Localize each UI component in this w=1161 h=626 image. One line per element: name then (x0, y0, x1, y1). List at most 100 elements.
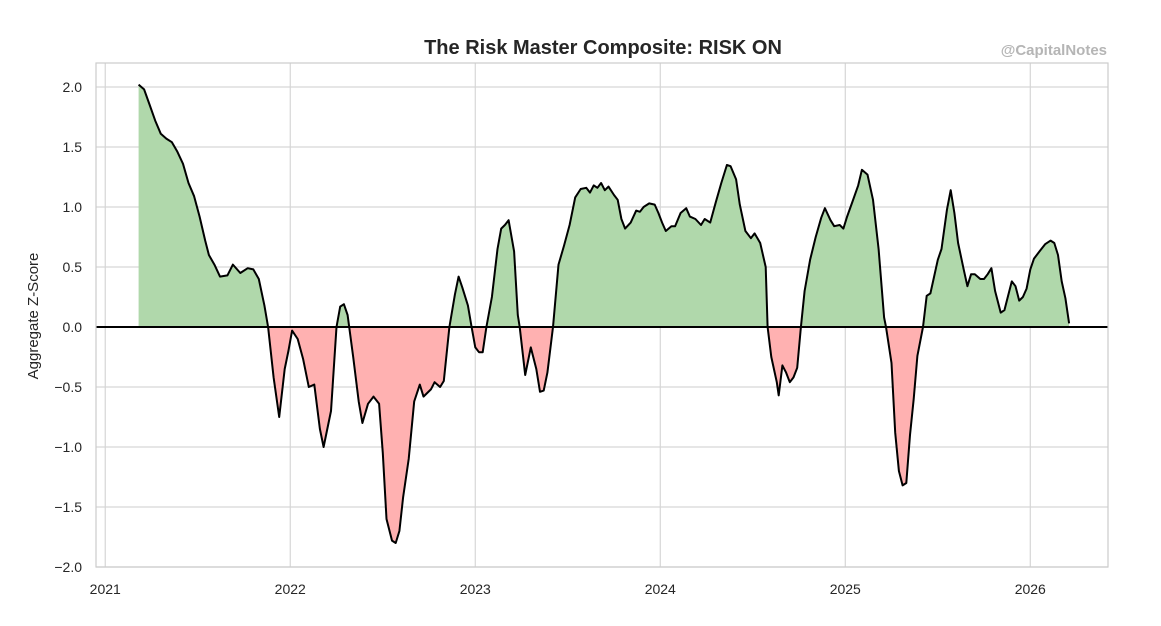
data-point (858, 185, 859, 186)
data-point (138, 84, 139, 85)
data-point (1050, 240, 1051, 241)
data-point (292, 330, 293, 331)
data-point (926, 295, 927, 296)
watermark: @CapitalNotes (1001, 42, 1107, 59)
data-point (478, 352, 479, 353)
data-point (497, 248, 498, 249)
data-point (232, 264, 233, 265)
data-point (736, 179, 737, 180)
data-point (386, 518, 387, 519)
y-tick-label: 1.5 (63, 139, 83, 155)
plot-frame (95, 62, 1109, 568)
data-point (482, 352, 483, 353)
data-point (508, 220, 509, 221)
data-point (434, 382, 435, 383)
data-point (941, 248, 942, 249)
y-tick-label: 0.5 (63, 259, 83, 275)
data-point (776, 382, 777, 383)
data-point (419, 384, 420, 385)
data-point (810, 259, 811, 260)
data-point (710, 222, 711, 223)
negative-area (519, 327, 553, 392)
data-point (665, 230, 666, 231)
data-point (937, 259, 938, 260)
data-point (963, 269, 964, 270)
data-point (514, 251, 515, 252)
data-point (253, 269, 254, 270)
data-point (358, 401, 359, 402)
data-point (902, 485, 903, 486)
x-tick-label: 2024 (645, 581, 676, 597)
data-point (258, 278, 259, 279)
data-point (343, 304, 344, 305)
data-point (593, 185, 594, 186)
data-point (194, 196, 195, 197)
data-point (319, 428, 320, 429)
data-point (177, 151, 178, 152)
data-point (821, 217, 822, 218)
data-point (778, 395, 779, 396)
data-point (830, 220, 831, 221)
data-point (715, 202, 716, 203)
data-point (501, 228, 502, 229)
data-point (750, 238, 751, 239)
data-point (530, 347, 531, 348)
data-point (208, 254, 209, 255)
data-point (273, 377, 274, 378)
data-point (658, 212, 659, 213)
x-tick-label: 2023 (460, 581, 491, 597)
positive-area (486, 220, 520, 327)
data-point (995, 290, 996, 291)
data-point (695, 218, 696, 219)
data-point (144, 89, 145, 90)
data-point (1019, 300, 1020, 301)
data-point (884, 317, 885, 318)
data-point (909, 434, 910, 435)
data-point (491, 296, 492, 297)
data-point (1022, 296, 1023, 297)
data-point (1011, 281, 1012, 282)
data-point (1026, 288, 1027, 289)
data-point (625, 228, 626, 229)
data-point (586, 187, 587, 188)
data-point (815, 236, 816, 237)
data-point (454, 294, 455, 295)
data-point (613, 194, 614, 195)
data-point (771, 356, 772, 357)
data-point (399, 530, 400, 531)
data-point (199, 216, 200, 217)
y-tick-label: 0.0 (63, 319, 83, 335)
y-tick-label: −1.0 (54, 439, 82, 455)
data-point (913, 398, 914, 399)
data-point (739, 204, 740, 205)
data-point (834, 226, 835, 227)
data-point (1000, 312, 1001, 313)
data-point (362, 422, 363, 423)
data-point (987, 274, 988, 275)
data-point (391, 540, 392, 541)
data-point (1045, 244, 1046, 245)
data-point (824, 208, 825, 209)
data-point (721, 182, 722, 183)
data-point (760, 242, 761, 243)
data-point (160, 133, 161, 134)
x-tick-label: 2022 (275, 581, 306, 597)
data-point (589, 192, 590, 193)
data-point (671, 226, 672, 227)
data-point (440, 386, 441, 387)
data-point (1054, 242, 1055, 243)
data-point (654, 204, 655, 205)
data-point (843, 228, 844, 229)
area-fill-layer (138, 84, 1070, 543)
data-point (539, 391, 540, 392)
data-point (353, 356, 354, 357)
data-point (1030, 269, 1031, 270)
data-point (155, 120, 156, 121)
data-point (166, 138, 167, 139)
data-point (891, 362, 892, 363)
data-point (946, 209, 947, 210)
data-point (704, 218, 705, 219)
data-point (971, 274, 972, 275)
data-point (917, 355, 918, 356)
